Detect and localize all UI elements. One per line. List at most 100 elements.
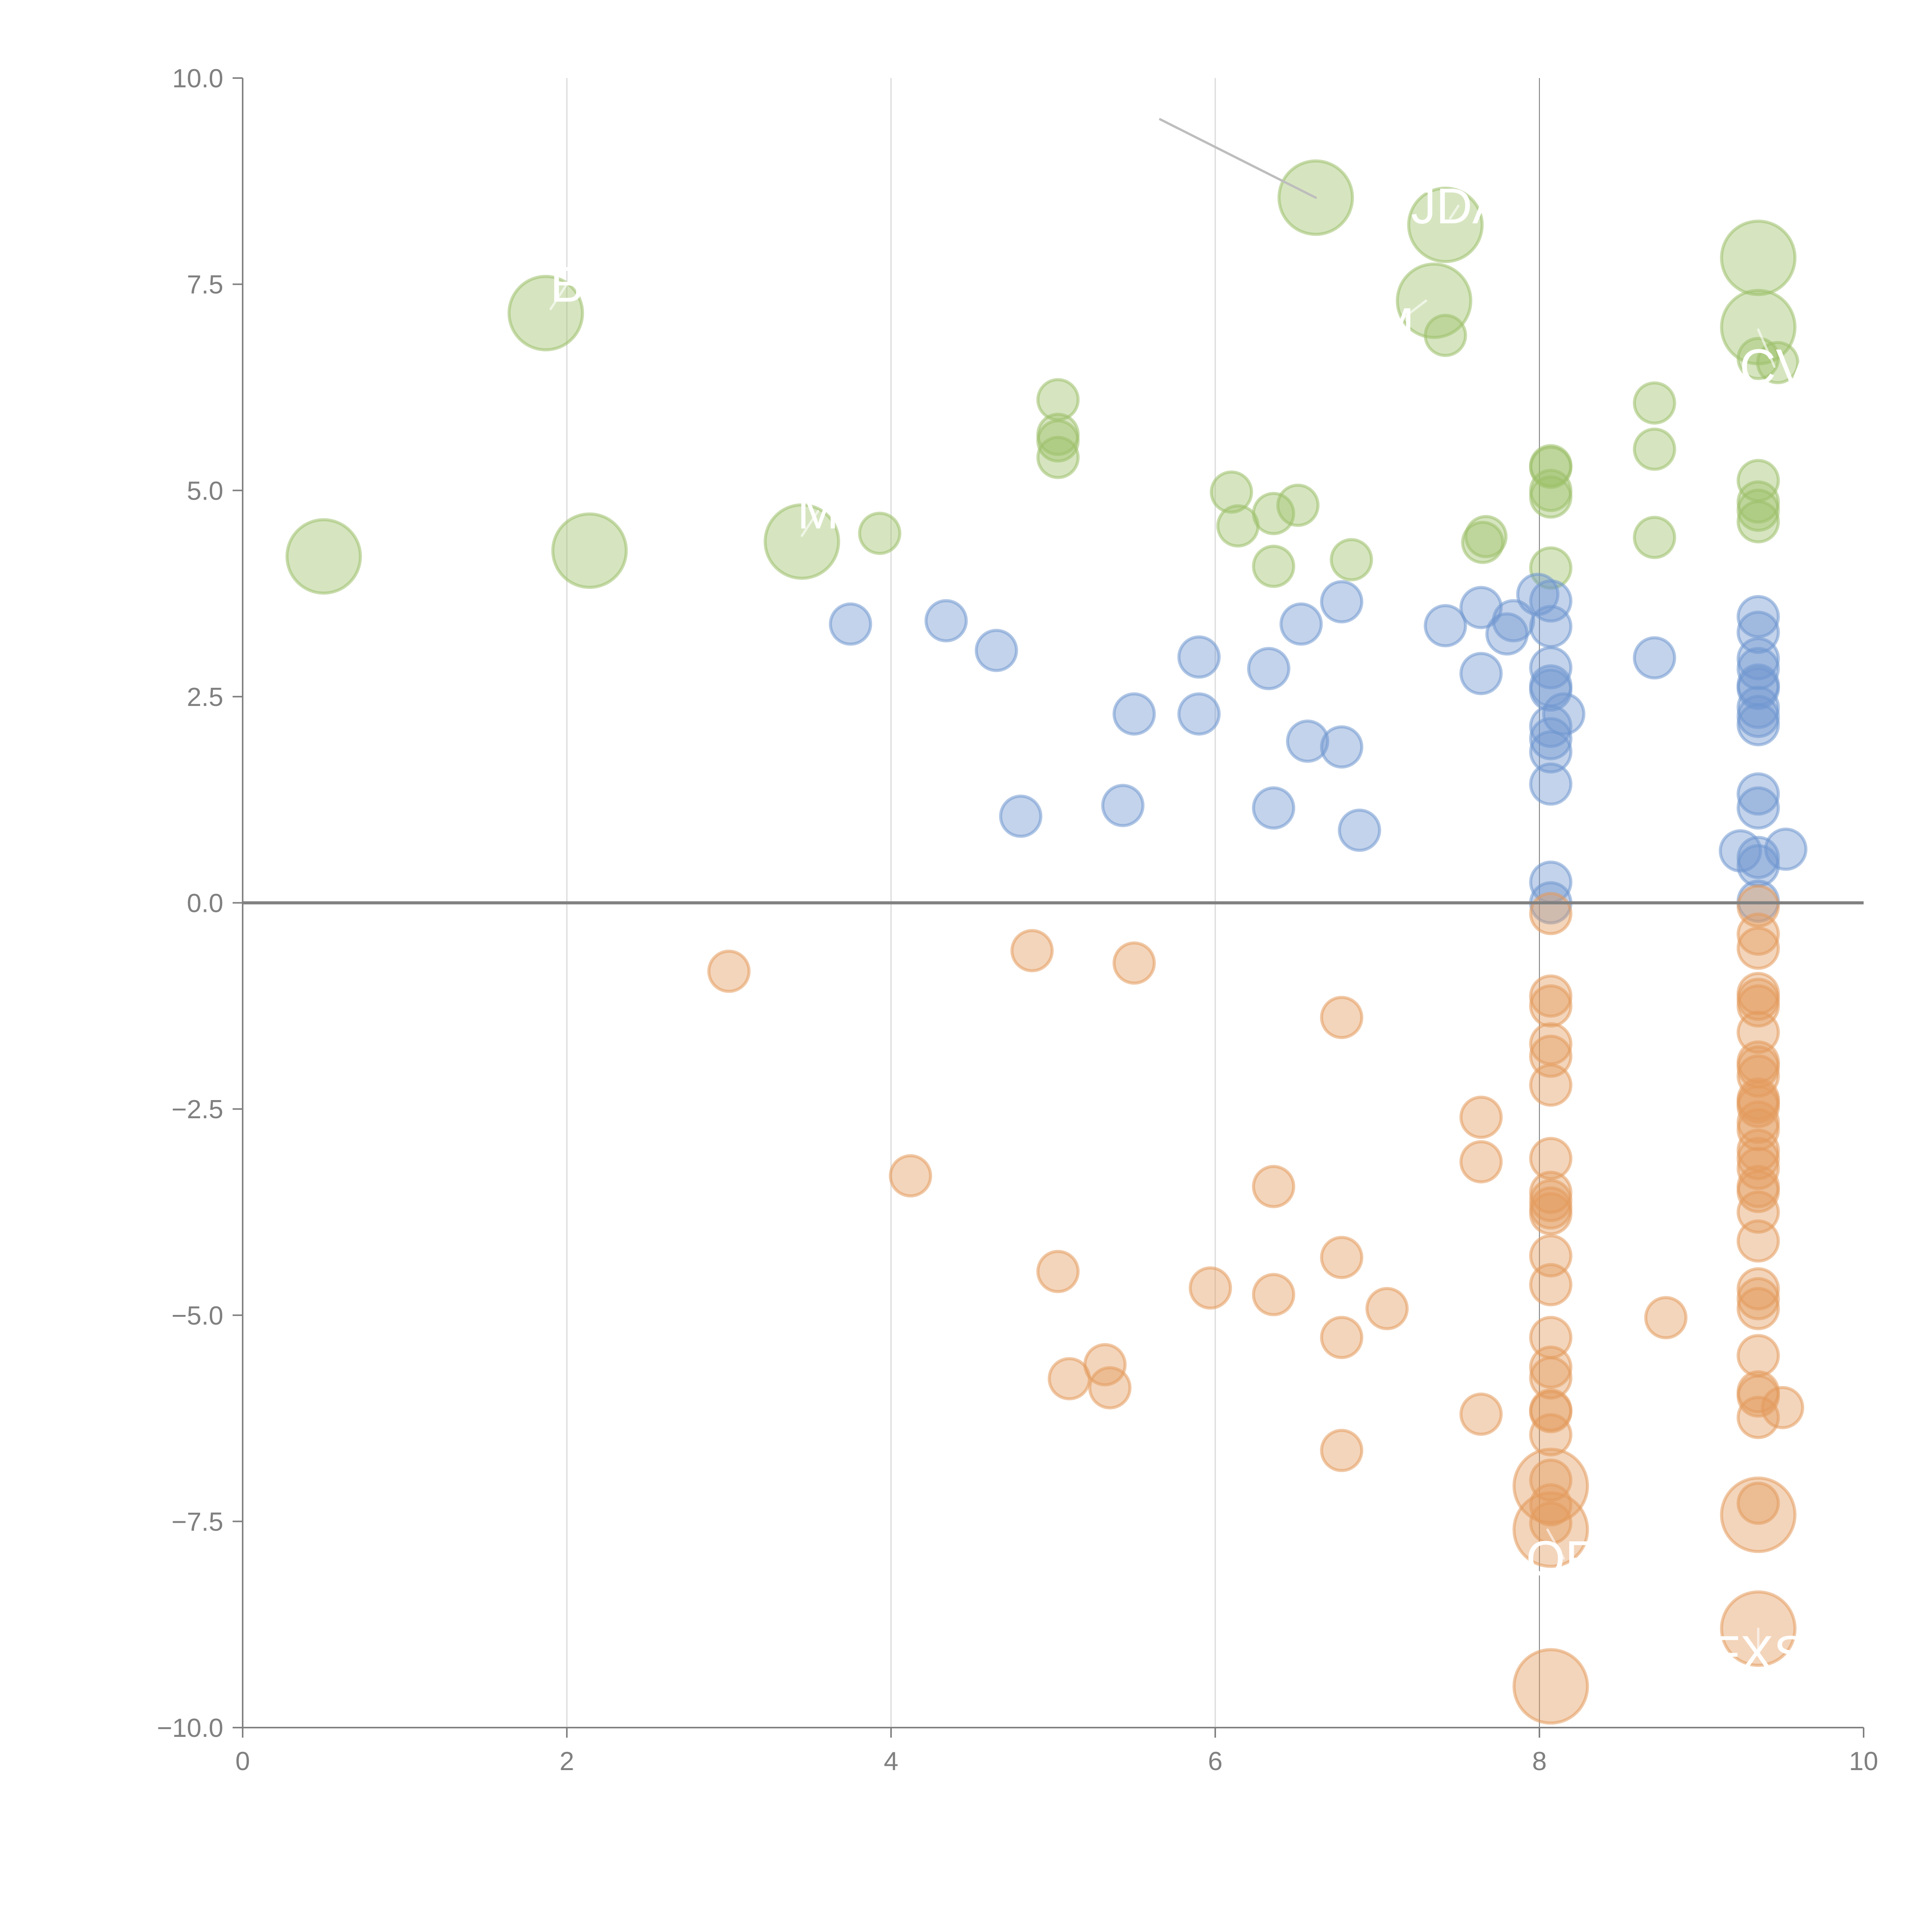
- data-point-down: [1529, 1063, 1573, 1107]
- data-point-up: [1252, 492, 1296, 536]
- data-point-mid: [1320, 580, 1364, 624]
- data-point-down: [1529, 892, 1573, 935]
- x-tick-label: 0: [235, 1747, 250, 1776]
- y-tick-label: 2.5: [187, 682, 223, 712]
- data-point-mid: [1423, 604, 1467, 648]
- data-point-up: [1529, 475, 1573, 519]
- data-point-down: [1736, 1287, 1780, 1330]
- data-point-mid: [1459, 652, 1503, 696]
- annotation-label: FXS: [1709, 1625, 1807, 1682]
- data-point-down: [1512, 1491, 1589, 1568]
- data-point-down: [1010, 929, 1054, 973]
- data-point-down: [1320, 996, 1364, 1039]
- data-point-up: [1396, 262, 1473, 339]
- data-point-mid: [1736, 595, 1780, 638]
- x-tick-labels: 0 2 4 6 8 10: [235, 1747, 1878, 1776]
- series-down: [707, 884, 1804, 1725]
- data-point-down: [1720, 1476, 1797, 1553]
- data-point-mid: [1338, 808, 1381, 852]
- data-point-mid: [1529, 717, 1573, 760]
- data-point-mid: [1459, 586, 1503, 629]
- annotation-leader-line: [801, 510, 820, 537]
- data-point-up: [1276, 483, 1320, 527]
- annotation-label: M: [797, 483, 839, 539]
- data-point-up: [1633, 381, 1676, 425]
- data-point-up: [1736, 488, 1780, 532]
- data-point-mid: [1529, 668, 1573, 712]
- data-point-mid: [1529, 762, 1573, 806]
- data-point-up: [1036, 419, 1080, 463]
- annotation-leader-line: [1392, 299, 1427, 327]
- data-point-down: [1252, 1273, 1296, 1316]
- data-point-mid: [924, 599, 968, 643]
- annotation-label: JDA: [1411, 178, 1506, 234]
- y-tick-label: 0.0: [187, 889, 223, 918]
- data-point-down: [707, 949, 751, 993]
- data-point-mid: [975, 629, 1018, 672]
- data-point-down: [1112, 941, 1156, 985]
- data-point-mid: [1529, 646, 1573, 690]
- data-point-down: [1088, 1366, 1132, 1410]
- data-point-down: [1736, 1146, 1780, 1190]
- data-point-up: [1633, 427, 1676, 471]
- data-point-mid: [1529, 730, 1573, 774]
- data-point-down: [1320, 1236, 1364, 1279]
- data-point-down: [1736, 926, 1780, 970]
- data-point-up: [1036, 435, 1080, 479]
- data-point-down: [1365, 1287, 1409, 1330]
- data-point-up: [1633, 515, 1676, 559]
- data-point-down: [1736, 912, 1780, 956]
- data-point-mid: [1736, 772, 1780, 816]
- data-point-mid: [1279, 602, 1323, 646]
- data-point-mid: [1320, 725, 1364, 769]
- annotations: B M JDA M CV OR FXS: [549, 118, 1810, 1682]
- data-point-up: [551, 512, 628, 589]
- y-tick-label: −7.5: [172, 1507, 223, 1536]
- data-point-down: [889, 1154, 932, 1198]
- data-point-mid: [1736, 786, 1780, 830]
- data-point-up: [1736, 500, 1780, 544]
- data-point-up: [764, 503, 840, 580]
- data-point-up: [1330, 538, 1373, 582]
- x-tick-label: 8: [1532, 1747, 1547, 1776]
- data-point-down: [1761, 1386, 1804, 1429]
- data-point-mid: [999, 794, 1043, 838]
- data-point-down: [1736, 1277, 1780, 1321]
- data-point-up: [285, 518, 362, 595]
- y-tick-label: 10.0: [172, 64, 223, 93]
- data-point-down: [1529, 984, 1573, 1028]
- data-point-down: [1736, 1085, 1780, 1128]
- data-point-down: [1529, 1356, 1573, 1400]
- data-point-down: [1529, 1263, 1573, 1306]
- data-point-mid: [1529, 704, 1573, 748]
- data-point-down: [1529, 1413, 1573, 1457]
- annotation-label: CV: [1740, 338, 1810, 395]
- data-point-down: [1529, 1458, 1573, 1502]
- series-up: [285, 159, 1799, 595]
- x-tick-label: 6: [1208, 1747, 1223, 1776]
- y-tick-label: 7.5: [187, 270, 223, 299]
- data-point-up: [1529, 446, 1573, 489]
- data-point-down: [1459, 1140, 1503, 1184]
- y-tick-label: −10.0: [157, 1713, 223, 1743]
- data-point-mid: [1286, 719, 1330, 763]
- series-mid: [829, 573, 1808, 925]
- data-point-up: [1423, 313, 1467, 357]
- data-point-down: [1736, 1334, 1780, 1378]
- annotation-leader-line: [549, 283, 568, 310]
- data-point-down: [1512, 1648, 1589, 1725]
- annotation-label: OR: [1526, 1530, 1601, 1587]
- data-point-mid: [1529, 605, 1573, 648]
- data-point-up: [507, 275, 584, 352]
- data-point-mid: [1529, 579, 1573, 623]
- data-point-mid: [1492, 599, 1535, 643]
- data-point-down: [1036, 1250, 1080, 1293]
- annotation-label: B: [550, 256, 584, 313]
- data-point-down: [1529, 1192, 1573, 1236]
- annotation-leader-line: [1546, 1528, 1565, 1560]
- annotation-label: M: [1372, 297, 1414, 354]
- data-point-down: [1736, 1219, 1780, 1263]
- axes: [233, 77, 1864, 1738]
- data-point-up: [1407, 186, 1484, 263]
